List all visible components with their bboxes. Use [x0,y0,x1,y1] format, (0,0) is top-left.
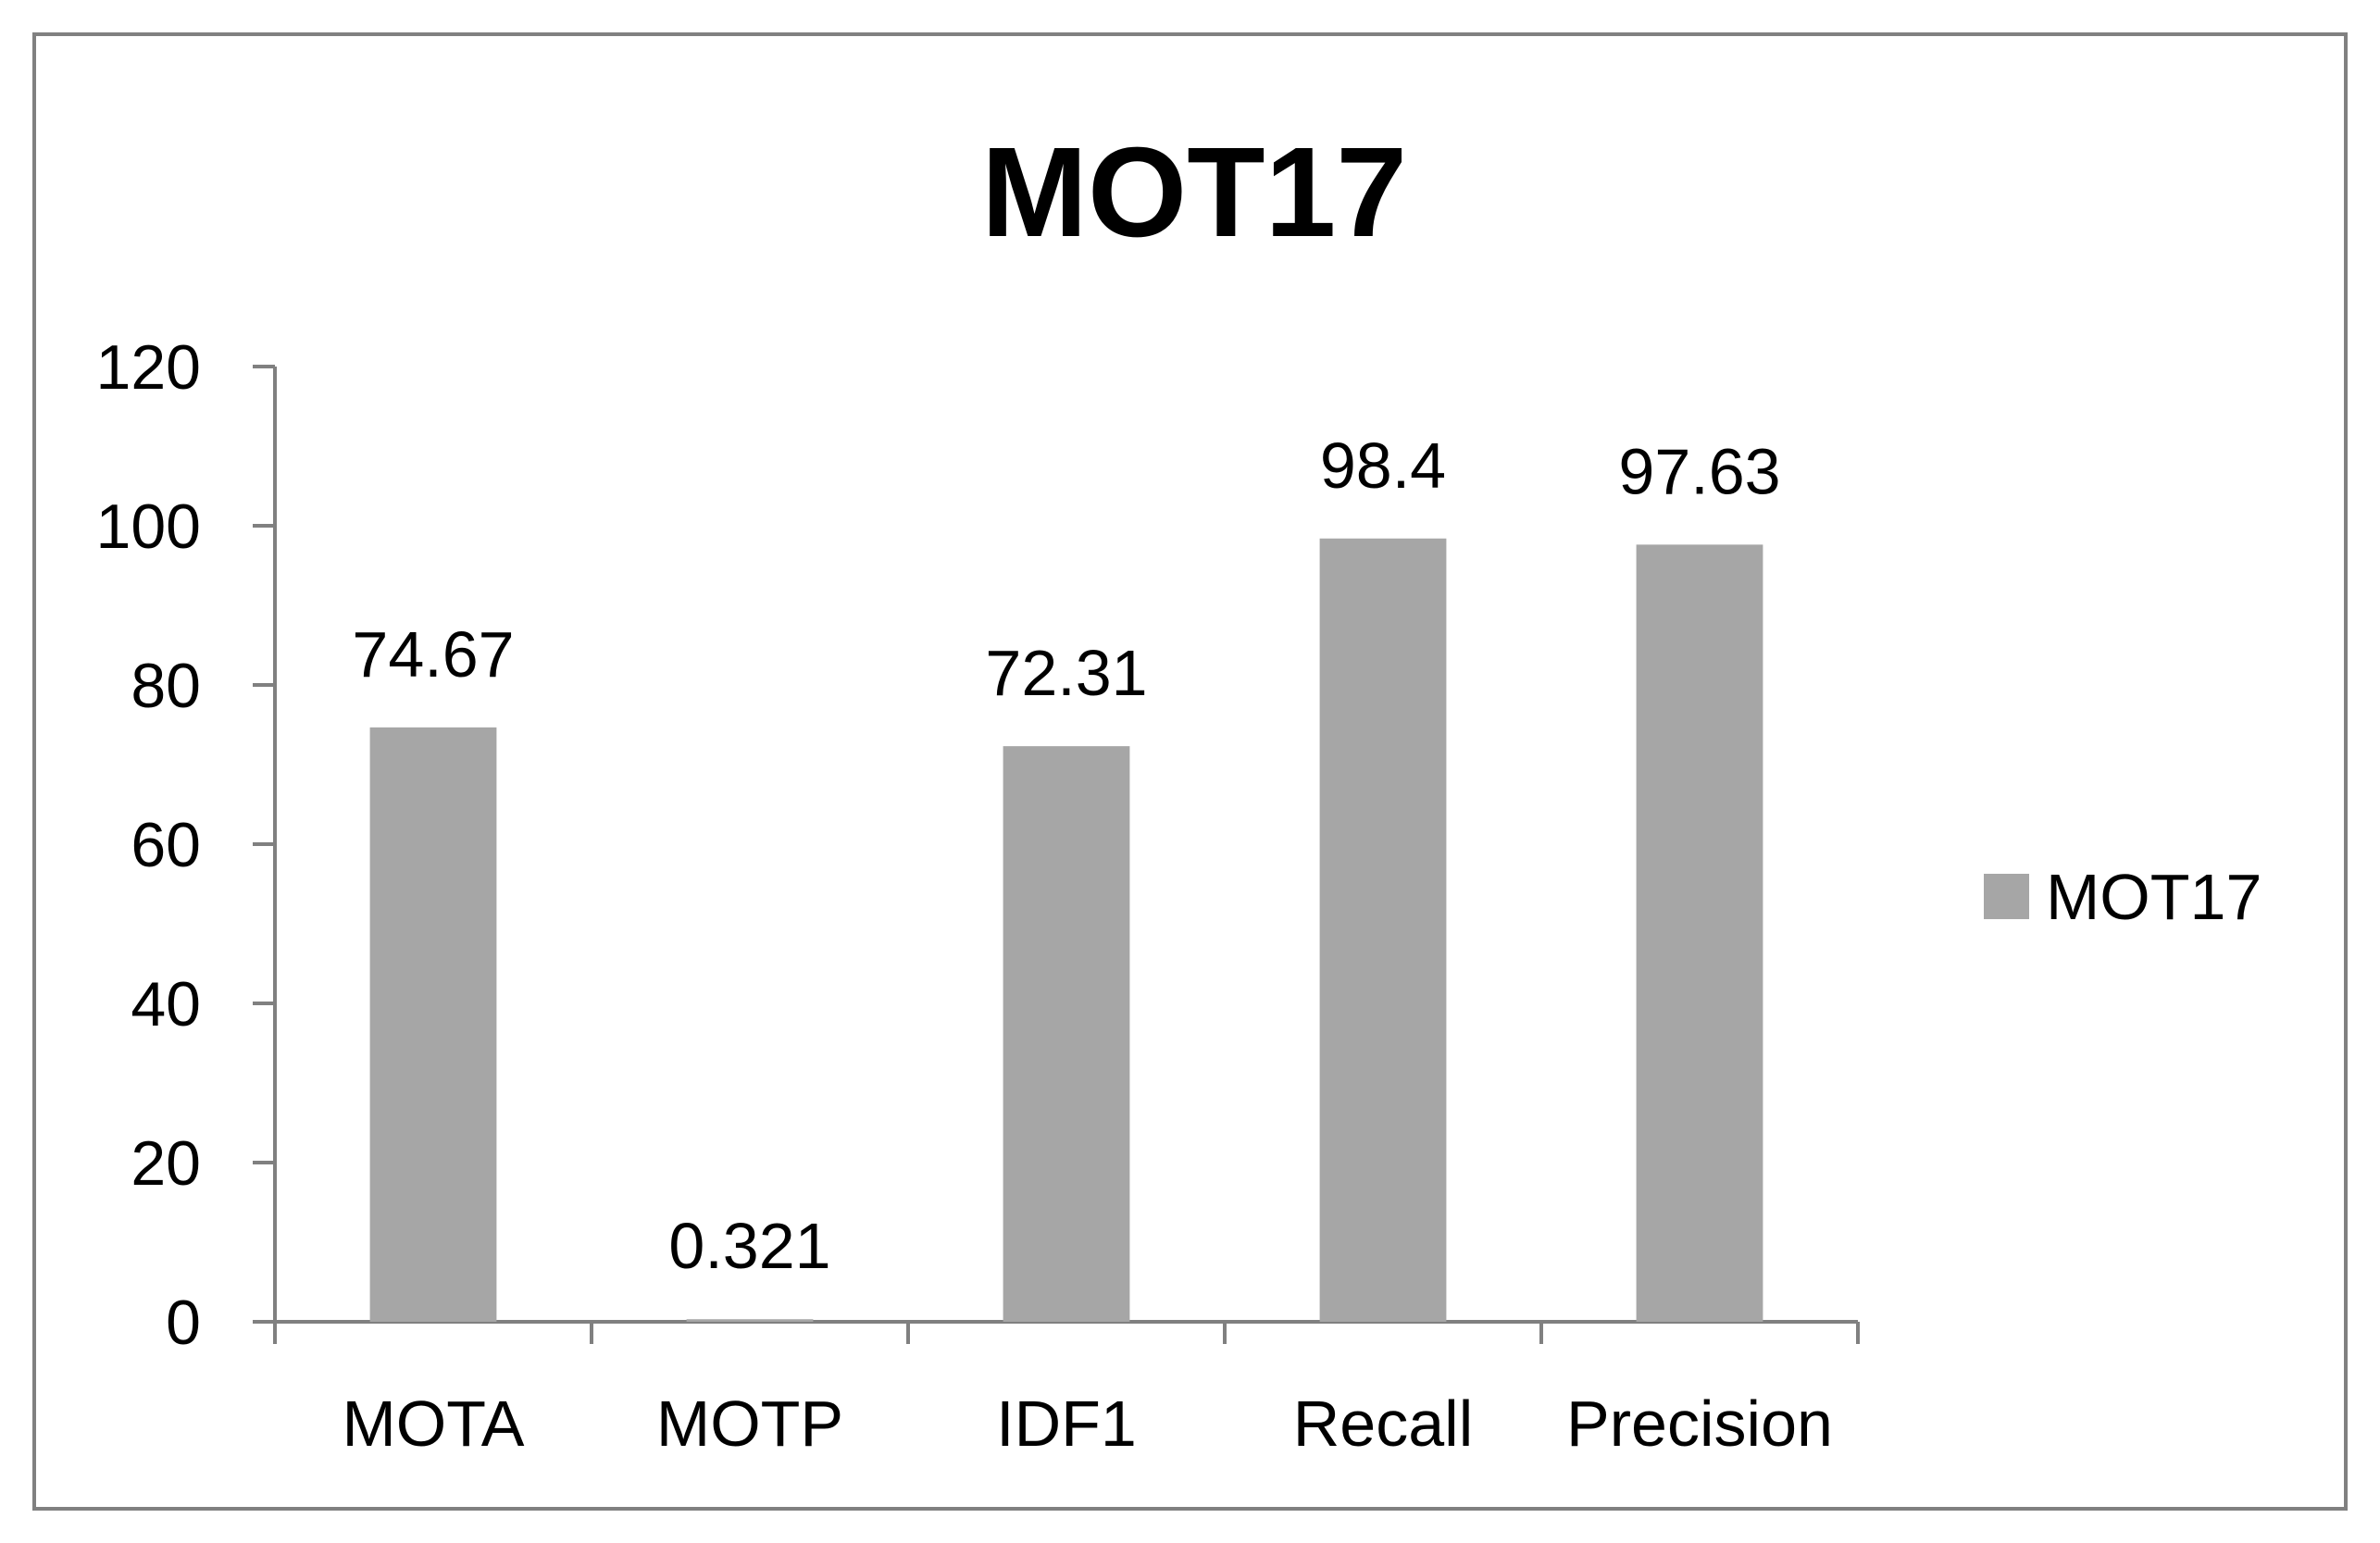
bar [686,1319,814,1322]
x-tick-label: MOTA [342,1387,524,1460]
legend-label: MOT17 [2046,861,2262,933]
y-tick-label: 20 [131,1128,201,1199]
x-tick-label: MOTP [656,1387,843,1460]
y-tick-label: 80 [131,651,201,721]
y-tick-label: 0 [166,1288,201,1358]
bar [1636,544,1763,1322]
y-tick-label: 100 [96,492,201,562]
y-tick-label: 120 [96,332,201,403]
legend: MOT17 [1984,861,2262,933]
data-label: 0.321 [668,1210,830,1282]
chart-title: MOT17 [981,121,1407,264]
x-tick-label: Recall [1293,1387,1474,1460]
bar [1003,746,1130,1322]
y-tick-label: 60 [131,810,201,880]
data-label: 98.4 [1320,429,1446,502]
bar [369,727,497,1322]
data-label: 74.67 [352,618,514,691]
bar [1319,538,1447,1322]
data-label: 72.31 [985,637,1147,709]
y-tick-label: 40 [131,969,201,1039]
plot-area: 0 20 40 60 80 100 120 MOTA MOTP IDF1 Recall Precisi… [96,332,1860,1460]
x-tick-label: IDF1 [996,1387,1137,1460]
legend-swatch [1984,874,2029,919]
data-label: 97.63 [1618,435,1780,507]
x-tick-label: Precision [1566,1387,1833,1460]
